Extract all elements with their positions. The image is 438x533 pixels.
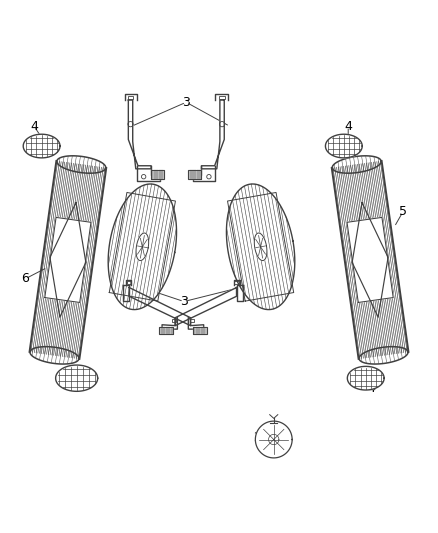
Text: 4: 4: [367, 382, 375, 395]
Polygon shape: [254, 233, 267, 261]
Text: 3: 3: [182, 96, 190, 109]
Bar: [128, 96, 133, 99]
Polygon shape: [215, 94, 228, 100]
Polygon shape: [193, 327, 207, 334]
Bar: [234, 281, 239, 284]
Polygon shape: [56, 365, 98, 391]
Text: 4: 4: [344, 120, 352, 133]
Polygon shape: [347, 217, 393, 302]
Polygon shape: [123, 285, 129, 301]
Polygon shape: [128, 100, 151, 169]
Bar: [190, 319, 194, 322]
Polygon shape: [255, 421, 292, 458]
Text: 3: 3: [180, 295, 188, 308]
Polygon shape: [108, 184, 177, 310]
Polygon shape: [193, 166, 215, 181]
Polygon shape: [175, 287, 237, 326]
Polygon shape: [129, 287, 191, 326]
Polygon shape: [237, 285, 243, 301]
Text: 4: 4: [61, 379, 69, 392]
Polygon shape: [159, 327, 173, 334]
Polygon shape: [23, 134, 60, 158]
Text: 4: 4: [30, 120, 38, 133]
Bar: [172, 319, 176, 322]
Text: 2: 2: [254, 431, 261, 444]
Polygon shape: [125, 94, 137, 100]
Polygon shape: [136, 233, 148, 261]
Text: 6: 6: [21, 272, 29, 285]
Polygon shape: [226, 184, 295, 310]
Bar: [127, 281, 131, 284]
Text: 1: 1: [246, 199, 254, 212]
Polygon shape: [347, 366, 384, 390]
Polygon shape: [234, 280, 240, 285]
Polygon shape: [126, 280, 131, 285]
Polygon shape: [188, 170, 201, 179]
Polygon shape: [45, 217, 91, 302]
Polygon shape: [162, 318, 177, 329]
Polygon shape: [151, 170, 164, 179]
Polygon shape: [137, 166, 160, 181]
Text: 5: 5: [399, 205, 407, 218]
Text: 1: 1: [152, 199, 159, 212]
Bar: [219, 96, 225, 99]
Polygon shape: [188, 318, 204, 329]
Polygon shape: [201, 100, 224, 169]
Polygon shape: [325, 134, 362, 158]
